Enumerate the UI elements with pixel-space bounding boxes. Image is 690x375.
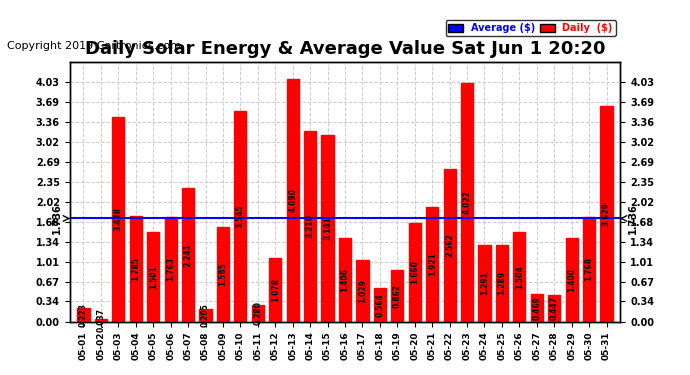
Text: 0.037: 0.037 <box>97 308 106 332</box>
Text: 4.090: 4.090 <box>288 188 297 212</box>
Bar <box>304 131 316 321</box>
Text: 0.564: 0.564 <box>375 293 384 316</box>
Bar <box>391 270 404 321</box>
Text: 2.562: 2.562 <box>445 234 454 257</box>
Text: 0.280: 0.280 <box>253 301 262 325</box>
Legend: Average ($), Daily  ($): Average ($), Daily ($) <box>446 20 615 36</box>
Text: 1.585: 1.585 <box>219 262 228 286</box>
Text: 1.289: 1.289 <box>497 271 506 295</box>
Text: 1.763: 1.763 <box>166 257 175 281</box>
Bar <box>531 294 543 321</box>
Text: 3.545: 3.545 <box>236 204 245 228</box>
Bar <box>600 106 613 321</box>
Bar <box>182 189 194 321</box>
Bar <box>217 228 229 321</box>
Text: 1.078: 1.078 <box>270 278 279 302</box>
Bar <box>269 258 282 321</box>
Text: 1.504: 1.504 <box>515 265 524 289</box>
Bar <box>95 320 107 321</box>
Text: 1.660: 1.660 <box>411 260 420 284</box>
Bar <box>77 308 90 321</box>
Text: 3.438: 3.438 <box>114 207 123 231</box>
Text: 0.469: 0.469 <box>532 296 541 320</box>
Text: 3.629: 3.629 <box>602 202 611 226</box>
Text: 1.785: 1.785 <box>131 256 140 280</box>
Text: 1.768: 1.768 <box>584 257 593 281</box>
Bar <box>339 238 351 321</box>
Text: 1.291: 1.291 <box>480 271 489 295</box>
Bar <box>112 117 124 321</box>
Bar <box>461 83 473 321</box>
Bar <box>566 238 578 321</box>
Bar <box>199 309 212 321</box>
Bar <box>374 288 386 321</box>
Bar <box>548 295 560 321</box>
Bar <box>496 245 508 321</box>
Text: 0.447: 0.447 <box>550 296 559 320</box>
Text: 1.029: 1.029 <box>358 279 367 303</box>
Bar <box>444 170 455 321</box>
Bar <box>408 223 421 321</box>
Text: 0.223: 0.223 <box>79 303 88 327</box>
Text: 1.736: 1.736 <box>52 203 62 234</box>
Text: 4.022: 4.022 <box>462 190 471 214</box>
Text: 0.205: 0.205 <box>201 304 210 327</box>
Bar <box>130 216 142 321</box>
Bar <box>426 207 438 321</box>
Title: Daily Solar Energy & Average Value Sat Jun 1 20:20: Daily Solar Energy & Average Value Sat J… <box>85 40 605 58</box>
Bar <box>286 79 299 321</box>
Text: 1.921: 1.921 <box>428 253 437 276</box>
Text: 1.736: 1.736 <box>628 203 638 234</box>
Text: 1.406: 1.406 <box>340 268 350 292</box>
Text: Copyright 2019 Cartronics.com: Copyright 2019 Cartronics.com <box>7 41 181 51</box>
Text: 1.501: 1.501 <box>149 265 158 289</box>
Text: 1.400: 1.400 <box>567 268 576 292</box>
Bar <box>478 245 491 321</box>
Bar <box>356 261 368 321</box>
Text: 0.862: 0.862 <box>393 284 402 308</box>
Bar <box>147 232 159 321</box>
Text: 3.210: 3.210 <box>306 214 315 238</box>
Bar <box>583 217 595 321</box>
Text: 2.241: 2.241 <box>184 243 193 267</box>
Bar <box>164 217 177 321</box>
Bar <box>513 232 526 321</box>
Bar <box>252 305 264 321</box>
Bar <box>322 135 334 321</box>
Bar <box>235 111 246 321</box>
Text: 3.141: 3.141 <box>323 216 332 240</box>
